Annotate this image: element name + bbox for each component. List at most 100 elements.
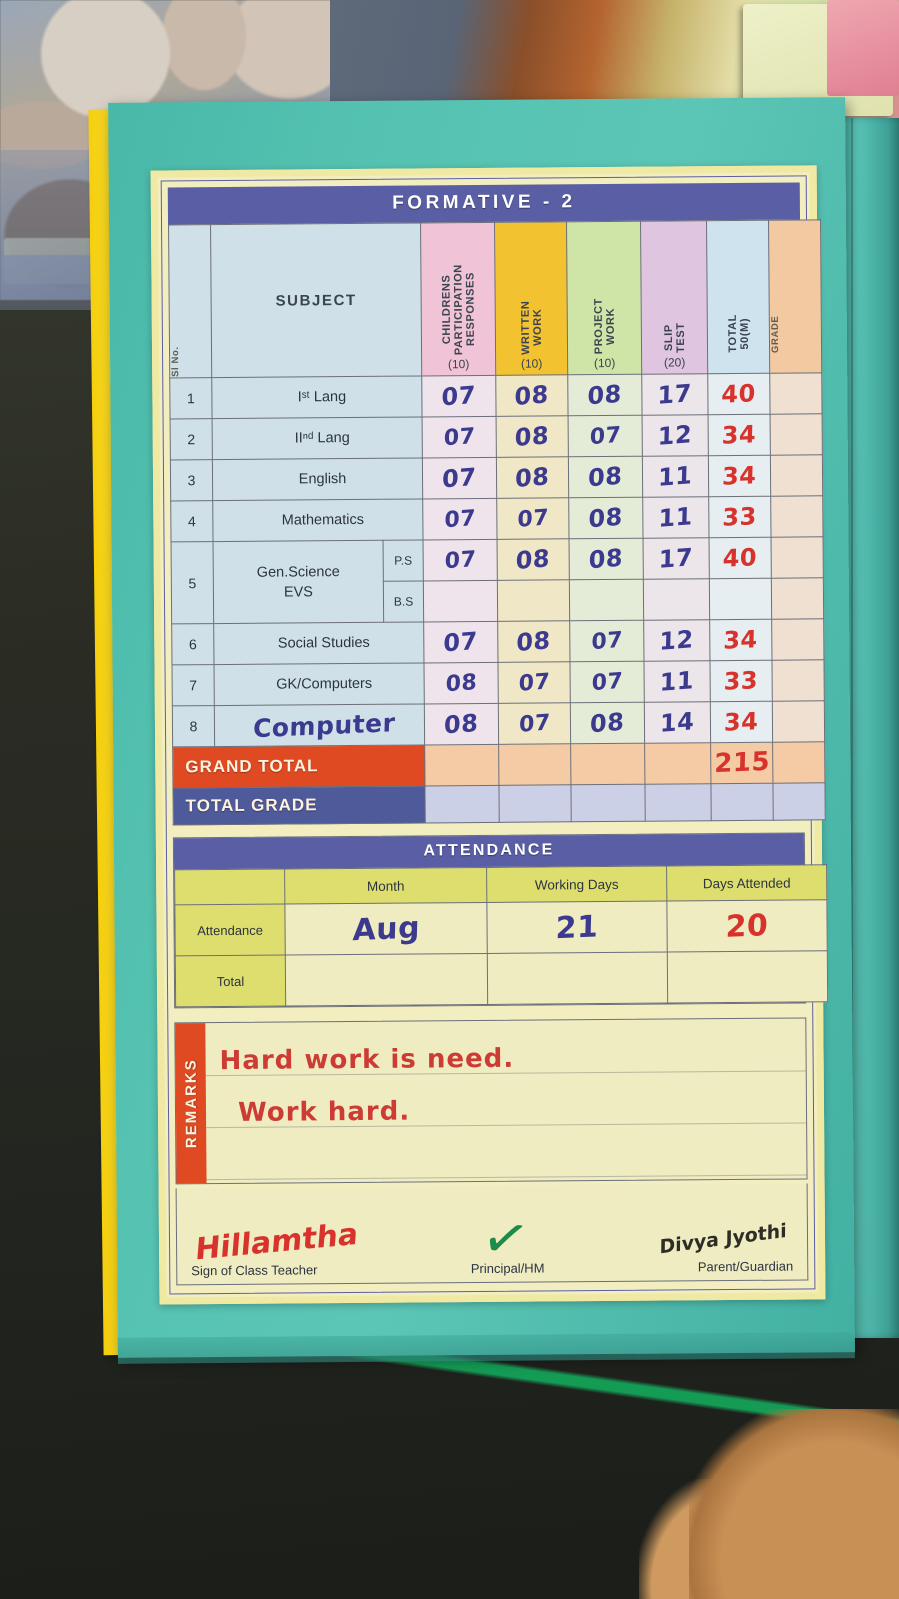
attendance-days-attended-cell[interactable]: 20: [666, 899, 828, 953]
cell-slip[interactable]: 12: [643, 619, 710, 662]
table-row: 6 Social Studies 07 08 07 12 34: [171, 618, 824, 665]
grand-total-written[interactable]: [498, 743, 571, 786]
cell-grade[interactable]: [770, 413, 823, 456]
signature-labels: Sign of Class Teacher Principal/HM Paren…: [177, 1258, 807, 1279]
cell-slip[interactable]: 11: [643, 660, 711, 703]
cell-grade[interactable]: [771, 659, 825, 702]
row-slno: 7: [171, 664, 215, 706]
mark-value: 07: [591, 668, 624, 696]
cell-grade[interactable]: [771, 618, 824, 661]
cell-project[interactable]: [569, 579, 644, 621]
header-grade: GRADE: [768, 219, 822, 374]
cell-cpr[interactable]: 07: [422, 498, 498, 540]
cell-grade[interactable]: [770, 495, 824, 538]
cell-grade[interactable]: [771, 577, 824, 620]
cell-total[interactable]: 34: [708, 414, 771, 456]
cell-total[interactable]: 33: [708, 496, 772, 538]
mark-value: 08: [514, 421, 550, 452]
cell-cpr[interactable]: 08: [424, 703, 499, 745]
cell-project[interactable]: 07: [569, 661, 645, 703]
attendance-table: Month Working Days Days Attended Attenda…: [174, 864, 828, 1007]
mark-value: 17: [658, 543, 694, 574]
cell-project[interactable]: 07: [569, 620, 644, 662]
cell-slip[interactable]: 12: [642, 414, 709, 457]
cell-project[interactable]: 08: [570, 702, 645, 744]
cell-cpr[interactable]: 07: [422, 416, 497, 458]
mark-value: 07: [518, 709, 551, 738]
cell-total[interactable]: 40: [709, 537, 772, 579]
cell-written[interactable]: 08: [496, 456, 569, 499]
cell-total[interactable]: 33: [709, 660, 773, 702]
cell-slip[interactable]: 14: [644, 701, 711, 744]
cell-written[interactable]: 08: [497, 620, 570, 663]
table-row: 3 English 07 08 08 11 34: [170, 454, 823, 501]
total-grade-slip[interactable]: [644, 783, 712, 822]
cell-grade[interactable]: [770, 454, 823, 497]
cell-cpr[interactable]: 07: [423, 621, 498, 663]
row-slno: 4: [170, 500, 214, 542]
header-written-work: WRITTEN WORK (10): [494, 221, 568, 376]
grand-total-project[interactable]: [570, 743, 645, 785]
cell-cpr[interactable]: 07: [423, 539, 498, 581]
grand-total-slip[interactable]: [644, 742, 711, 785]
cell-grade[interactable]: [769, 372, 823, 415]
cell-project[interactable]: 08: [568, 497, 644, 539]
mark-value: 12: [657, 420, 693, 451]
cell-written[interactable]: 07: [497, 661, 571, 704]
cell-cpr[interactable]: 07: [422, 457, 497, 499]
remarks-tab-label: REMARKS: [182, 1058, 200, 1149]
total-grade-project[interactable]: [570, 784, 646, 822]
grand-total-value: 215: [713, 746, 771, 780]
row-subject: Iˢᵗ Lang: [211, 375, 423, 419]
attendance-total-working-days-cell[interactable]: [487, 952, 668, 1005]
cell-written[interactable]: 08: [496, 415, 569, 458]
attendance-total-month-cell[interactable]: [285, 953, 488, 1007]
cell-project[interactable]: 07: [568, 415, 643, 457]
cell-slip[interactable]: [643, 578, 710, 621]
grand-total-value-cell[interactable]: 215: [710, 742, 773, 784]
attendance-section: ATTENDANCE Month Working Days Days Atten…: [172, 832, 828, 1009]
cell-written[interactable]: [497, 579, 570, 622]
cell-cpr[interactable]: 07: [421, 375, 497, 417]
cell-slip[interactable]: 11: [642, 455, 709, 498]
row-slno: 3: [170, 459, 213, 501]
cell-grade[interactable]: [771, 536, 824, 579]
cell-written[interactable]: 08: [495, 374, 569, 417]
cell-total[interactable]: 34: [708, 455, 771, 497]
cell-project[interactable]: 08: [567, 374, 643, 416]
cell-cpr[interactable]: [423, 580, 498, 622]
attendance-header-working-days: Working Days: [486, 866, 667, 903]
total-grade-cpr[interactable]: [424, 785, 500, 823]
cell-slip[interactable]: 11: [642, 496, 710, 539]
cell-total[interactable]: 34: [710, 701, 773, 743]
grand-total-label: GRAND TOTAL: [172, 744, 425, 788]
cell-written[interactable]: 07: [498, 702, 571, 745]
attendance-working-days-cell[interactable]: 21: [486, 901, 668, 954]
total-grade-written[interactable]: [498, 784, 572, 823]
mark-value: 07: [443, 423, 476, 451]
attendance-total-days-attended-cell[interactable]: [667, 950, 828, 1004]
cell-total[interactable]: 40: [707, 373, 771, 415]
total-grade-value-cell[interactable]: [710, 783, 774, 821]
cell-slip[interactable]: 17: [641, 373, 709, 416]
cell-project[interactable]: 08: [568, 456, 643, 498]
cell-written[interactable]: 08: [497, 538, 570, 581]
cell-project[interactable]: 08: [569, 538, 644, 580]
remarks-body[interactable]: Hard work is need. Work hard.: [205, 1018, 807, 1183]
mark-value: 11: [658, 502, 694, 533]
grand-total-grade[interactable]: [772, 741, 825, 784]
max-written: (10): [520, 356, 543, 371]
cell-written[interactable]: 07: [496, 497, 570, 540]
total-value: 34: [723, 625, 759, 655]
cell-grade[interactable]: [772, 700, 825, 743]
cell-cpr[interactable]: 08: [423, 662, 499, 704]
mark-value: 07: [441, 380, 477, 412]
attendance-month-cell[interactable]: Aug: [284, 902, 488, 956]
cell-slip[interactable]: 17: [643, 537, 710, 580]
cell-total[interactable]: [709, 578, 772, 620]
grand-total-cpr[interactable]: [424, 744, 499, 786]
cell-total[interactable]: 34: [709, 619, 772, 661]
parent-signature: Divya Jyothi: [659, 1219, 787, 1259]
row-subsubject-bs: B.S: [383, 580, 424, 623]
total-grade-grade[interactable]: [772, 782, 826, 821]
